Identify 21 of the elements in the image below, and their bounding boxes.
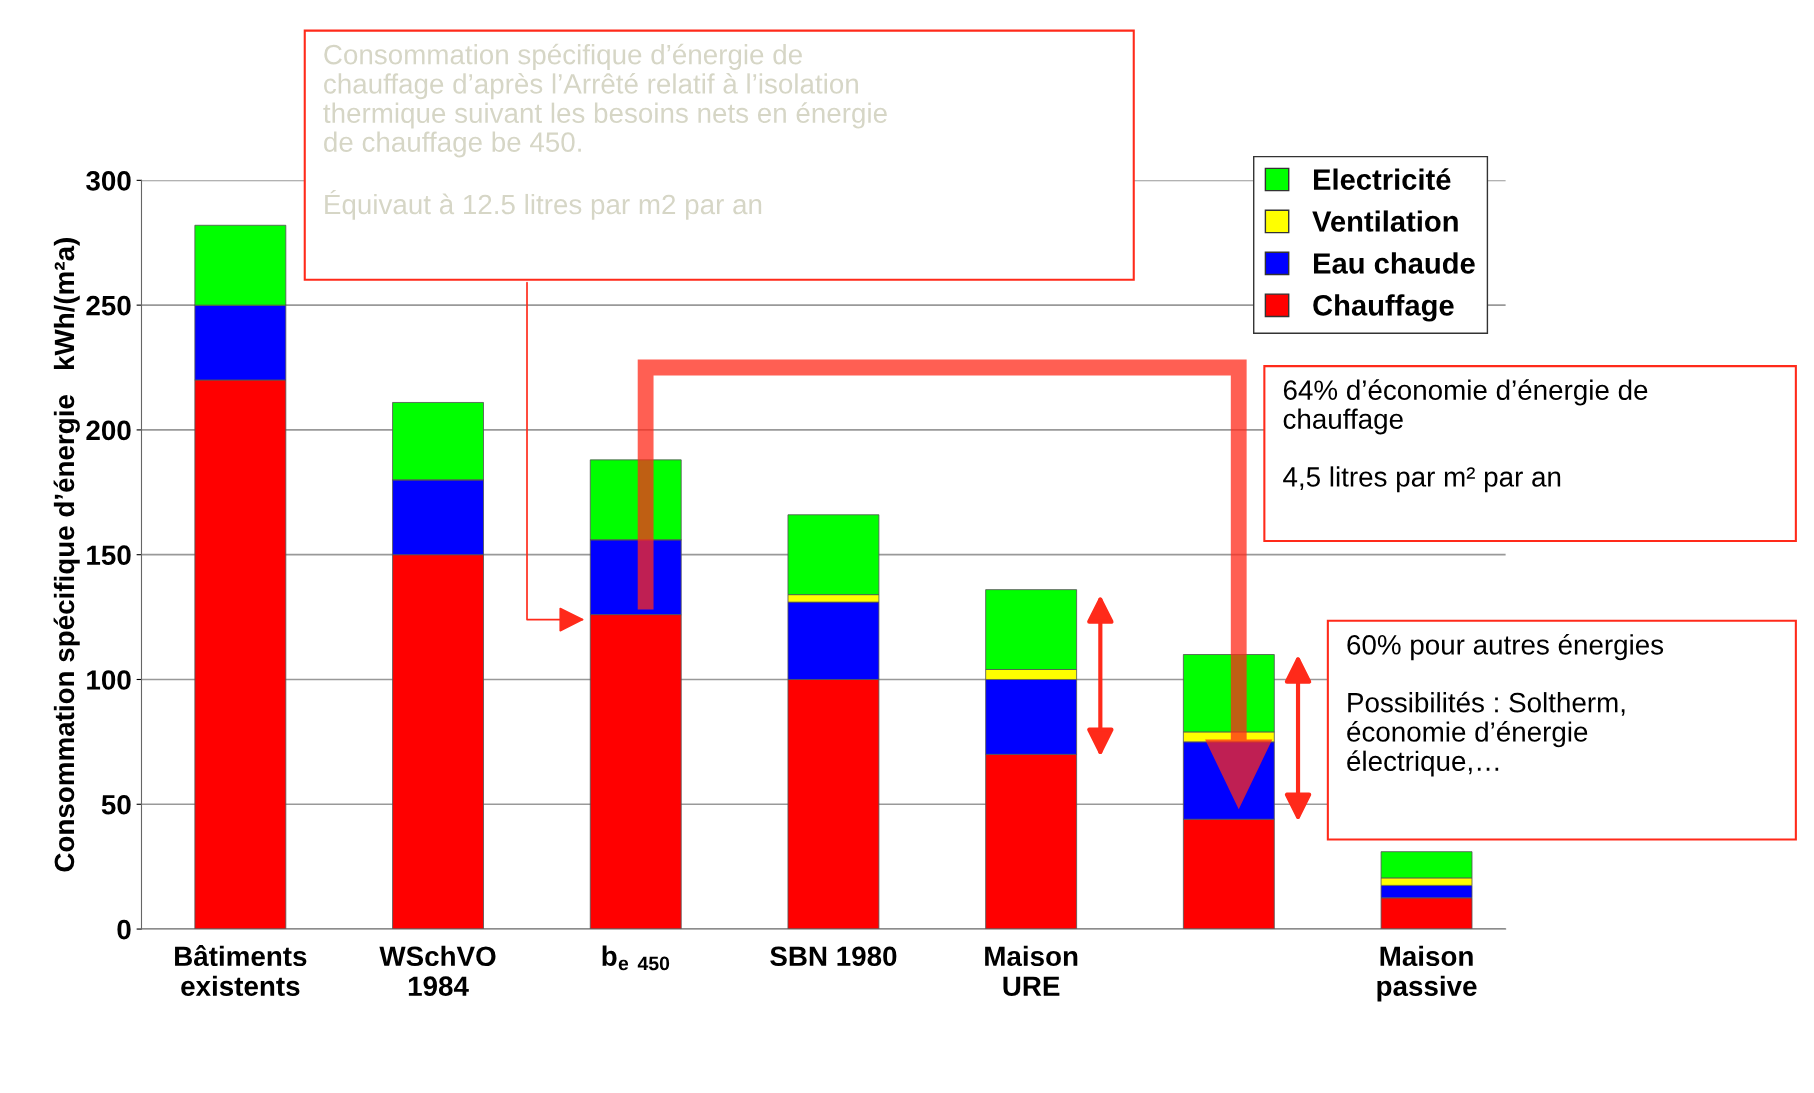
y-tick-label: 300 xyxy=(86,171,131,191)
annotation: Consommation spécifique d’énergie de chauffage d’après l’Arrêté relatif à l’isolation thermique suivant les besoins nets en énergie de chauffage be 450. Équivaut à 12.5 litres par m2 par an xyxy=(323,43,887,220)
annotation: 64% d’économie d’énergie de chauffage 4,5 litres par m² par an xyxy=(1283,379,1648,493)
y-tick-label: 250 xyxy=(86,295,131,316)
y-tick-label: 100 xyxy=(87,670,131,690)
y-axis-title: Consommation spécifique d’énergie kWh/(m²a) xyxy=(53,238,80,872)
x-tick-label: Bâtiments existents xyxy=(175,945,307,997)
y-tick-label: 0 xyxy=(117,919,131,940)
y-tick-label: 50 xyxy=(101,794,131,815)
legend-label: Chauffage xyxy=(1313,294,1454,322)
x-tick-label: Maison passive xyxy=(1377,945,1477,1002)
x-tick-label: Maison URE xyxy=(985,945,1078,997)
x-tick-label: b$_{e 450}$ xyxy=(602,945,670,971)
x-tick-label: SBN 1980 xyxy=(770,946,897,967)
legend-label: Ventilation xyxy=(1312,210,1458,232)
legend-label: Eau chaude xyxy=(1314,252,1475,274)
y-tick-label: 150 xyxy=(87,545,131,566)
y-tick-label: 200 xyxy=(86,420,131,441)
x-tick-label: WSchVO 1984 xyxy=(379,945,496,997)
annotation: 60% pour autres énergies Possibilités : Soltherm, économie d’énergie électrique,… xyxy=(1347,633,1664,777)
legend-label: Electricité xyxy=(1314,168,1451,190)
